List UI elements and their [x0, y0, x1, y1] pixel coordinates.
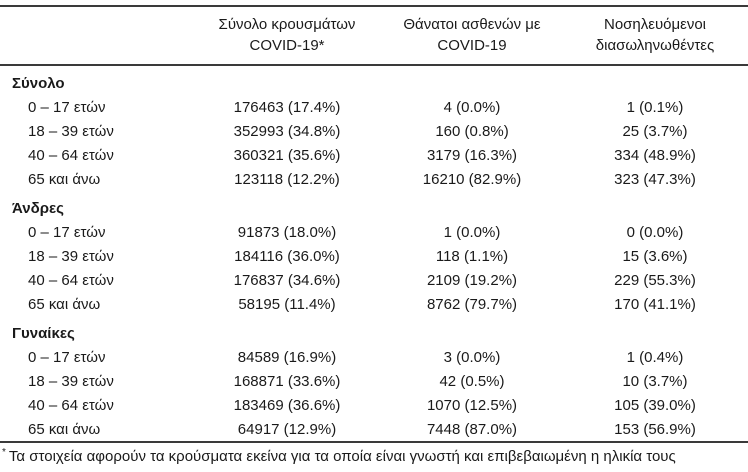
table-row: 18 – 39 ετών 352993 (34.8%) 160 (0.8%) 2…	[0, 119, 748, 143]
cell-cases: 352993 (34.8%)	[233, 122, 341, 140]
age-label: 40 – 64 ετών	[28, 396, 114, 414]
cell-deaths: 4 (0.0%)	[443, 98, 501, 116]
cell-intubated: 0 (0.0%)	[626, 223, 684, 241]
age-label: 0 – 17 ετών	[28, 348, 106, 366]
cell-intubated: 153 (56.9%)	[614, 420, 696, 438]
age-label: 18 – 39 ετών	[28, 372, 114, 390]
cell-cases: 176463 (17.4%)	[233, 98, 341, 116]
cell-deaths: 1070 (12.5%)	[426, 396, 518, 414]
footnote-text: Τα στοιχεία αφορούν τα κρούσματα εκείνα …	[8, 448, 676, 465]
age-label: 40 – 64 ετών	[28, 146, 114, 164]
section-title-men: Άνδρες	[12, 199, 64, 217]
table-row: 65 και άνω 58195 (11.4%) 8762 (79.7%) 17…	[0, 292, 748, 316]
age-label: 65 και άνω	[28, 295, 101, 313]
age-label: 0 – 17 ετών	[28, 223, 106, 241]
cell-intubated: 25 (3.7%)	[622, 122, 688, 140]
age-label: 40 – 64 ετών	[28, 271, 114, 289]
table-row: 18 – 39 ετών 184116 (36.0%) 118 (1.1%) 1…	[0, 244, 748, 268]
cell-intubated: 1 (0.4%)	[626, 348, 684, 366]
age-label: 18 – 39 ετών	[28, 122, 114, 140]
section-title-women: Γυναίκες	[12, 324, 75, 342]
column-header-cases-line1: Σύνολο κρουσμάτων	[218, 16, 356, 33]
table-row: 0 – 17 ετών 84589 (16.9%) 3 (0.0%) 1 (0.…	[0, 345, 748, 369]
cell-intubated: 1 (0.1%)	[626, 98, 684, 116]
cell-cases: 64917 (12.9%)	[237, 420, 337, 438]
age-label: 0 – 17 ετών	[28, 98, 106, 116]
cell-deaths: 118 (1.1%)	[435, 247, 509, 265]
column-header-deaths-line1: Θάνατοι ασθενών με	[403, 16, 541, 33]
cell-cases: 360321 (35.6%)	[233, 146, 341, 164]
cell-deaths: 16210 (82.9%)	[422, 170, 522, 188]
cell-deaths: 2109 (19.2%)	[426, 271, 518, 289]
footnote-asterisk: *	[2, 447, 6, 458]
cell-deaths: 1 (0.0%)	[443, 223, 501, 241]
table-row: 40 – 64 ετών 183469 (36.6%) 1070 (12.5%)…	[0, 393, 748, 417]
section-row-total: Σύνολο	[0, 65, 748, 95]
column-header-deaths: Θάνατοι ασθενών με COVID-19	[382, 6, 562, 66]
table-row: 65 και άνω 64917 (12.9%) 7448 (87.0%) 15…	[0, 417, 748, 442]
cell-cases: 58195 (11.4%)	[238, 295, 336, 313]
cell-cases: 91873 (18.0%)	[237, 223, 337, 241]
cell-deaths: 3179 (16.3%)	[426, 146, 518, 164]
table-row: 65 και άνω 123118 (12.2%) 16210 (82.9%) …	[0, 167, 748, 191]
table-row: 40 – 64 ετών 176837 (34.6%) 2109 (19.2%)…	[0, 268, 748, 292]
section-row-men: Άνδρες	[0, 191, 748, 220]
cell-deaths: 8762 (79.7%)	[426, 295, 518, 313]
cell-intubated: 334 (48.9%)	[614, 146, 696, 164]
cell-deaths: 42 (0.5%)	[439, 372, 505, 390]
cell-deaths: 7448 (87.0%)	[426, 420, 518, 438]
table-row: 18 – 39 ετών 168871 (33.6%) 42 (0.5%) 10…	[0, 369, 748, 393]
section-row-women: Γυναίκες	[0, 316, 748, 345]
cell-cases: 168871 (33.6%)	[233, 372, 341, 390]
age-label: 65 και άνω	[28, 420, 101, 438]
cell-intubated: 105 (39.0%)	[614, 396, 696, 414]
column-header-intubated-line1: Νοσηλευόμενοι	[603, 16, 706, 33]
cell-cases: 84589 (16.9%)	[237, 348, 337, 366]
cell-intubated: 15 (3.6%)	[622, 247, 688, 265]
footnote: * Τα στοιχεία αφορούν τα κρούσματα εκείνα…	[0, 443, 748, 466]
age-label: 65 και άνω	[28, 170, 101, 188]
cell-intubated: 229 (55.3%)	[614, 271, 696, 289]
cell-deaths: 160 (0.8%)	[435, 122, 509, 140]
section-title-total: Σύνολο	[12, 74, 65, 92]
cell-cases: 176837 (34.6%)	[233, 271, 341, 289]
age-label: 18 – 39 ετών	[28, 247, 114, 265]
column-header-deaths-line2: COVID-19	[437, 37, 507, 54]
column-header-cases-line2: COVID-19*	[249, 37, 325, 54]
cell-intubated: 323 (47.3%)	[614, 170, 696, 188]
header-row: Σύνολο κρουσμάτων COVID-19* Θάνατοι ασθε…	[0, 6, 748, 66]
column-header-cases: Σύνολο κρουσμάτων COVID-19*	[192, 6, 382, 66]
column-header-intubated: Νοσηλευόμενοι διασωληνωθέντες	[562, 6, 748, 66]
cell-cases: 183469 (36.6%)	[233, 396, 341, 414]
cell-deaths: 3 (0.0%)	[443, 348, 501, 366]
table-row: 0 – 17 ετών 91873 (18.0%) 1 (0.0%) 0 (0.…	[0, 220, 748, 244]
cell-intubated: 10 (3.7%)	[622, 372, 688, 390]
table-row: 40 – 64 ετών 360321 (35.6%) 3179 (16.3%)…	[0, 143, 748, 167]
cell-intubated: 170 (41.1%)	[614, 295, 696, 313]
table-row: 0 – 17 ετών 176463 (17.4%) 4 (0.0%) 1 (0…	[0, 95, 748, 119]
cell-cases: 123118 (12.2%)	[234, 170, 340, 188]
header-empty-cell	[0, 6, 192, 66]
cell-cases: 184116 (36.0%)	[234, 247, 340, 265]
statistics-table: Σύνολο κρουσμάτων COVID-19* Θάνατοι ασθε…	[0, 5, 748, 443]
column-header-intubated-line2: διασωληνωθέντες	[595, 37, 715, 54]
